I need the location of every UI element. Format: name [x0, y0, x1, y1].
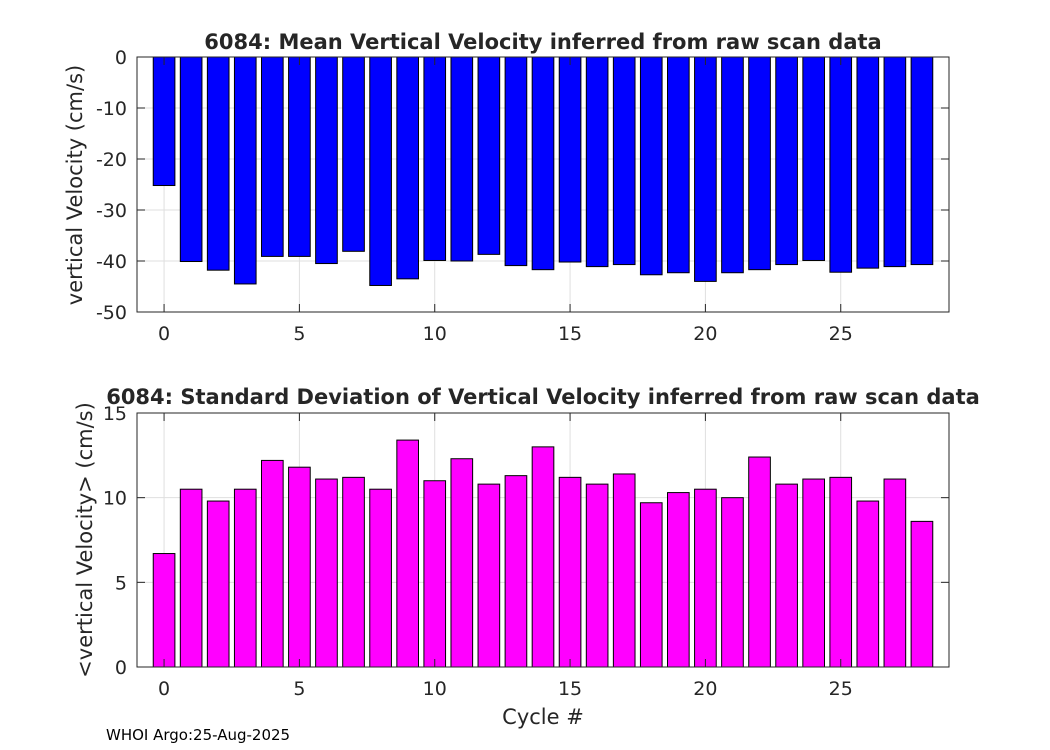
mean-velocity-bar	[233, 56, 257, 285]
std-velocity-bar	[558, 476, 582, 668]
mean-velocity-xtick-label: 5	[293, 323, 305, 345]
mean-velocity-bar	[504, 56, 528, 267]
mean-velocity-ticks: 0 5 10 15 20 25 0 -10 -20 -30 -40 -50	[96, 47, 949, 345]
mean-velocity-ytick-label: -20	[96, 149, 127, 171]
mean-velocity-bar	[883, 56, 907, 268]
mean-velocity-bar	[206, 56, 230, 271]
std-velocity-bar	[206, 500, 230, 668]
std-velocity-bar	[531, 446, 555, 668]
std-velocity-chart: 0 5 10 15 20 25 0 5 10 15 6084: Standard Deviatio…	[73, 385, 980, 729]
std-velocity-xtick-label: 15	[558, 678, 582, 700]
std-velocity-xlabel: Cycle #	[502, 705, 584, 729]
mean-velocity-xtick-label: 20	[693, 323, 717, 345]
mean-velocity-bar	[152, 56, 176, 187]
mean-velocity-bar	[910, 56, 934, 266]
mean-velocity-bars	[152, 56, 934, 286]
std-velocity-bar	[802, 478, 825, 668]
std-velocity-bars	[152, 439, 934, 668]
mean-velocity-bar	[612, 56, 636, 266]
mean-velocity-ytick-label: -50	[96, 302, 127, 324]
mean-velocity-bar	[639, 56, 663, 276]
std-velocity-bar	[829, 476, 853, 668]
mean-velocity-bar	[369, 56, 392, 286]
mean-velocity-xtick-label: 15	[558, 323, 582, 345]
std-velocity-bar	[639, 502, 663, 668]
std-velocity-axes-box	[136, 412, 950, 668]
mean-velocity-bar	[531, 56, 555, 271]
std-velocity-bar	[152, 553, 176, 668]
std-velocity-bar	[585, 483, 609, 668]
mean-velocity-ytick-label: -40	[96, 251, 127, 273]
std-velocity-ticks: 0 5 10 15 20 25 0 5 10 15	[103, 403, 949, 700]
mean-velocity-xtick-label: 25	[829, 323, 853, 345]
std-velocity-bar	[288, 466, 311, 668]
mean-velocity-bar	[423, 56, 447, 261]
std-velocity-xtick-label: 25	[829, 678, 853, 700]
std-velocity-bar	[261, 459, 284, 668]
std-velocity-xtick-label: 20	[693, 678, 717, 700]
std-velocity-bar	[315, 478, 338, 668]
mean-velocity-ylabel: vertical Velocity (cm/s)	[63, 65, 87, 305]
mean-velocity-ytick-label: -30	[96, 200, 127, 222]
mean-velocity-bar	[802, 56, 825, 261]
std-velocity-bar	[748, 456, 771, 668]
mean-velocity-bar	[558, 56, 582, 263]
std-velocity-bar	[233, 488, 257, 668]
std-velocity-bar	[667, 492, 690, 668]
mean-velocity-bar	[721, 56, 744, 274]
std-velocity-ytick-label: 5	[115, 572, 127, 594]
std-velocity-bar	[342, 476, 365, 668]
mean-velocity-bar	[694, 56, 717, 282]
mean-velocity-bar	[585, 56, 609, 268]
std-velocity-bar	[856, 500, 880, 668]
mean-velocity-ytick-label: -10	[96, 98, 127, 120]
std-velocity-xtick-label: 5	[293, 678, 305, 700]
mean-velocity-xtick-label: 0	[158, 323, 170, 345]
std-velocity-bar	[504, 475, 528, 668]
mean-velocity-bar	[856, 56, 880, 269]
std-velocity-bar	[910, 520, 934, 668]
mean-velocity-bar	[667, 56, 690, 274]
mean-velocity-axes-box	[136, 56, 950, 313]
std-velocity-ylabel: <vertical Velocity> (cm/s)	[73, 402, 97, 678]
std-velocity-xtick-label: 10	[423, 678, 447, 700]
std-velocity-bar	[396, 439, 419, 668]
mean-velocity-ytick-label: 0	[115, 47, 127, 69]
std-velocity-ytick-label: 0	[115, 657, 127, 679]
std-velocity-bar	[423, 480, 447, 668]
mean-velocity-title: 6084: Mean Vertical Velocity inferred fr…	[204, 30, 881, 54]
mean-velocity-bar	[396, 56, 419, 280]
mean-velocity-bar	[477, 56, 501, 255]
mean-velocity-bar	[261, 56, 284, 257]
std-velocity-xtick-label: 0	[158, 678, 170, 700]
mean-velocity-xtick-label: 10	[423, 323, 447, 345]
std-velocity-bar	[721, 497, 744, 668]
mean-velocity-bar	[315, 56, 338, 265]
mean-velocity-bar	[450, 56, 474, 262]
std-velocity-bar	[477, 483, 501, 668]
std-velocity-bar	[369, 488, 392, 668]
mean-velocity-bar	[775, 56, 798, 266]
mean-velocity-bar	[748, 56, 771, 271]
footer-credit: WHOI Argo:25-Aug-2025	[106, 726, 291, 744]
mean-velocity-chart: 0 5 10 15 20 25 0 -10 -20 -30 -40 -50 6084: Mean Ve…	[63, 30, 950, 345]
mean-velocity-bar	[829, 56, 853, 273]
std-velocity-bar	[775, 483, 798, 668]
mean-velocity-bar	[342, 56, 365, 252]
std-velocity-bar	[883, 478, 907, 668]
std-velocity-bar	[612, 473, 636, 668]
std-velocity-title: 6084: Standard Deviation of Vertical Vel…	[106, 385, 980, 409]
std-velocity-bar	[694, 488, 717, 668]
mean-velocity-bar	[179, 56, 203, 263]
std-velocity-ytick-label: 10	[103, 488, 127, 510]
std-velocity-ytick-label: 15	[103, 403, 127, 425]
mean-velocity-bar	[288, 56, 311, 257]
std-velocity-bar	[179, 488, 203, 668]
std-velocity-bar	[450, 458, 474, 668]
